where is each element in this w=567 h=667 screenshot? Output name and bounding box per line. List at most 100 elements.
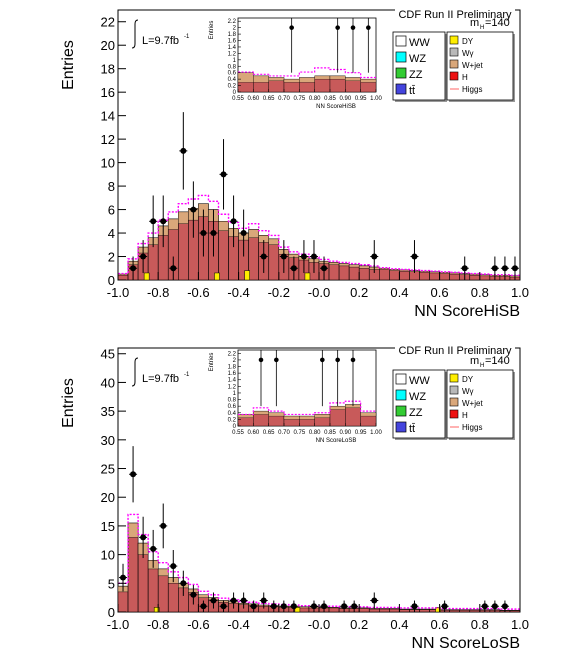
inset-y-tick-label: 1.6 [228, 39, 237, 45]
wjet-bin [369, 608, 380, 610]
y-axis-label: Entries [60, 378, 77, 428]
wjet-bin [178, 211, 189, 224]
inset-data-point [274, 357, 279, 363]
mass-value: =140 [485, 355, 510, 367]
inset-y-tick-label: 0.8 [228, 398, 237, 404]
data-point [511, 265, 518, 272]
x-tick-label: 0.8 [471, 285, 489, 300]
inset-wjet-bin [360, 412, 377, 417]
x-tick-label: -0.4 [227, 617, 249, 632]
data-point [140, 253, 147, 260]
inset-x-tick-label: 0.55 [232, 96, 244, 102]
y-tick-label: 8 [108, 179, 115, 194]
data-point [270, 603, 277, 610]
data-point [501, 603, 508, 610]
data-point [130, 471, 137, 478]
data-point [210, 230, 217, 237]
x-tick-label: 0.2 [350, 285, 368, 300]
inset-y-tick-label: 1.6 [228, 371, 237, 377]
inset-x-tick-label: 1.00 [370, 96, 382, 102]
x-tick-label: -0.0 [308, 617, 330, 632]
histogram-bin [389, 269, 400, 281]
wjet-bin [459, 609, 470, 611]
inset-x-tick-label: 0.90 [339, 96, 351, 102]
legend-label: W+jet [462, 399, 483, 408]
y-axis-label: Entries [60, 40, 77, 90]
x-tick-label: 0.6 [431, 617, 449, 632]
wjet-bin [449, 609, 460, 611]
dy-bin [143, 272, 150, 281]
data-point [351, 603, 358, 610]
inset-y-tick-label: 0.2 [228, 84, 237, 90]
data-point [321, 265, 328, 272]
title-box [395, 344, 515, 357]
y-tick-label: 25 [101, 462, 115, 477]
data-point [441, 603, 448, 610]
chart-title: CDF Run II Preliminary [398, 345, 512, 357]
inset-y-tick-label: 2 [233, 358, 237, 364]
legend-swatch [395, 83, 407, 95]
legend-swatch [395, 51, 407, 63]
wjet-bin [328, 262, 340, 265]
y-tick-label: 16 [101, 85, 115, 100]
wjet-bin [379, 608, 390, 610]
y-tick-label: 45 [101, 347, 115, 362]
data-point [230, 597, 237, 604]
data-point [290, 603, 297, 610]
inset-x-tick-label: 0.95 [355, 96, 367, 102]
inset-wjet-bin [268, 77, 285, 81]
data-point [260, 253, 267, 260]
inset-data-point [366, 25, 371, 30]
inset-wjet-bin [314, 75, 331, 80]
wjet-bin [389, 608, 400, 610]
integral-icon [131, 357, 139, 387]
data-point [300, 253, 307, 260]
y-tick-label: 5 [108, 576, 115, 591]
x-tick-label: -0.8 [147, 617, 169, 632]
legend-label: Higgs [462, 423, 482, 432]
legend-label: H [462, 73, 468, 82]
wjet-bin [338, 263, 350, 267]
legend-label: WW [409, 37, 430, 49]
x-tick-label: 0.8 [471, 617, 489, 632]
legend-swatch [395, 67, 407, 79]
y-tick-label: 0 [108, 273, 115, 288]
wjet-bin [379, 268, 390, 270]
inset-wjet-bin [329, 406, 346, 410]
wjet-bin [469, 609, 481, 611]
legend-label: Wγ [462, 49, 474, 58]
title-box [395, 8, 515, 21]
data-point [160, 218, 167, 225]
lumi-label: L=9.7fb [142, 35, 179, 47]
inset-y-tick-label: 1 [233, 58, 237, 64]
integral-icon [131, 19, 139, 49]
wjet-bin [248, 229, 259, 238]
wjet-bin [509, 610, 521, 612]
wjet-bin [439, 272, 450, 274]
inset-x-tick-label: 0.60 [247, 96, 259, 102]
chart-title: CDF Run II Preliminary [398, 9, 512, 21]
inset-y-tick-label: 0.6 [228, 404, 237, 410]
inset-signal-line [238, 67, 376, 79]
legend-swatch [395, 421, 407, 433]
wjet-bin [419, 608, 430, 610]
lumi-label: L=9.7fb [142, 373, 179, 385]
x-tick-label: -0.6 [187, 285, 209, 300]
inset-y-tick-label: 2.2 [228, 19, 237, 25]
wjet-bin [328, 607, 340, 609]
y-tick-label: 0 [108, 605, 115, 620]
inset-wjet-bin [253, 75, 269, 83]
x-tick-label: 1.0 [511, 617, 529, 632]
inset-y-tick-label: 1.4 [228, 378, 237, 384]
y-tick-label: 35 [101, 404, 115, 419]
inset-signal-line [238, 400, 376, 416]
legend-label: tt̄ [409, 423, 415, 435]
inset-y-tick-label: 0 [233, 424, 237, 430]
data-point [371, 253, 378, 260]
inset-y-tick-label: 2.2 [228, 351, 237, 357]
legend-label: Higgs [462, 85, 482, 94]
histogram-bin [328, 262, 340, 281]
inset-wjet-bin [299, 415, 315, 420]
wjet-bin [359, 607, 370, 609]
inset-y-tick-label: 1.4 [228, 45, 237, 51]
